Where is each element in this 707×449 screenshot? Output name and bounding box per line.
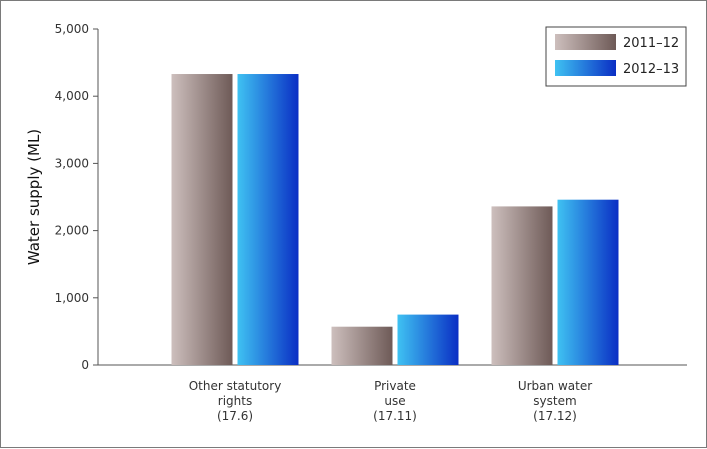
x-category-label: Other statutory rights (17.6): [189, 379, 282, 423]
bar: [171, 74, 233, 366]
bars: [171, 74, 619, 366]
bar: [331, 326, 393, 365]
bar: [557, 199, 619, 365]
legend-swatch: [555, 34, 616, 50]
x-category-label: Urban water system (17.12): [518, 379, 592, 423]
legend-swatch: [555, 60, 616, 76]
bar: [237, 74, 299, 366]
y-axis-label: Water supply (ML): [25, 129, 43, 265]
x-category-label: Private use (17.11): [373, 379, 417, 423]
y-tick-label: 4,000: [55, 89, 89, 103]
y-tick-label: 2,000: [55, 224, 89, 238]
y-tick-label: 1,000: [55, 291, 89, 305]
legend: 2011–12 2012–13: [545, 26, 687, 87]
y-tick-label: 0: [81, 358, 89, 372]
y-tick-label: 3,000: [55, 156, 89, 170]
axes: 0 1,000 2,000 3,000 4,000 5,000: [55, 22, 687, 372]
bar: [491, 206, 553, 365]
y-axis-title-group: Water supply (ML): [25, 129, 43, 265]
y-tick-label: 5,000: [55, 22, 89, 36]
bar: [397, 314, 459, 365]
legend-label: 2012–13: [623, 62, 679, 77]
category-labels: Other statutory rights (17.6) Private use (17…: [189, 379, 593, 423]
legend-label: 2011–12: [623, 36, 679, 51]
